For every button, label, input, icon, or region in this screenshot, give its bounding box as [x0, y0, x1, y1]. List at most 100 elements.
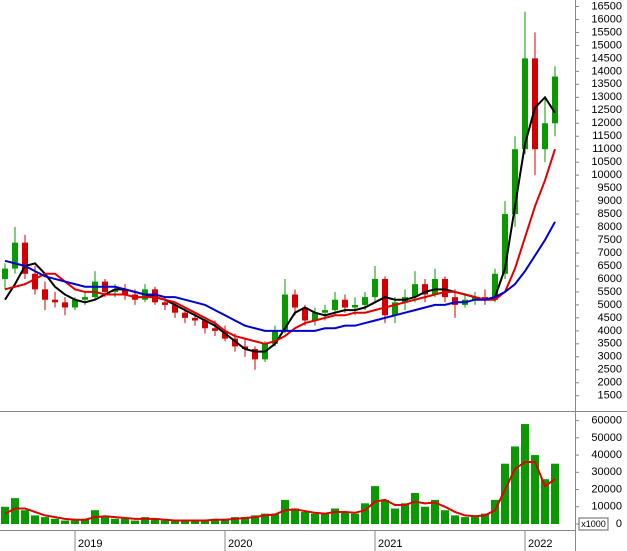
volume-bar	[141, 517, 149, 524]
volume-bar	[521, 424, 529, 524]
candle-body	[422, 284, 428, 295]
candle-body	[552, 76, 558, 124]
y-tick-label: 14500	[591, 52, 622, 64]
candle-body	[312, 312, 318, 321]
y-tick-label: 60000	[591, 415, 622, 427]
candle-body	[352, 304, 358, 308]
candle-body	[62, 302, 68, 308]
y-tick-label: 16000	[591, 13, 622, 25]
y-tick-label: 10500	[591, 156, 622, 168]
x-tick-label: 2019	[78, 538, 102, 550]
volume-bar	[251, 515, 259, 524]
volume-bar	[401, 503, 409, 524]
volume-bar	[11, 498, 19, 524]
volume-bar	[231, 517, 239, 524]
volume-bar	[101, 517, 109, 524]
volume-bar	[301, 511, 309, 524]
y-tick-label: 4000	[598, 325, 622, 337]
candle-body	[212, 328, 218, 331]
volume-bar	[361, 503, 369, 524]
y-tick-label: 50000	[591, 432, 622, 444]
candle-body	[392, 302, 398, 316]
candle-body	[532, 58, 538, 150]
y-tick-label: 7500	[598, 234, 622, 246]
y-tick-label: 9000	[598, 195, 622, 207]
candle-body	[22, 242, 28, 274]
candle-body	[322, 310, 328, 313]
volume-bar	[511, 446, 519, 524]
candle-body	[12, 242, 18, 269]
candle-body	[442, 278, 448, 298]
y-tick-label: 13000	[591, 91, 622, 103]
volume-bar	[131, 520, 139, 524]
volume-bar	[261, 513, 269, 524]
volume-bar	[381, 499, 389, 524]
y-tick-label: 2500	[598, 364, 622, 376]
candle-body	[42, 289, 48, 300]
volume-bar	[291, 508, 299, 524]
volume-bar	[341, 511, 349, 524]
y-tick-label: 0	[616, 518, 622, 530]
x-tick-label: 2021	[378, 538, 402, 550]
y-tick-label: 40000	[591, 449, 622, 461]
volume-bar	[31, 515, 39, 524]
candle-body	[502, 214, 508, 274]
candle-body	[182, 312, 188, 318]
candle-body	[82, 297, 88, 300]
y-tick-label: 15500	[591, 26, 622, 38]
candle-body	[342, 299, 348, 308]
candle-body	[472, 297, 478, 300]
volume-bar	[441, 510, 449, 524]
volume-bar	[121, 518, 129, 524]
candle-body	[202, 320, 208, 329]
y-tick-label: 11000	[592, 143, 622, 155]
candle-body	[112, 289, 118, 292]
volume-bar	[191, 520, 199, 524]
candle-body	[172, 304, 178, 313]
volume-bar	[551, 463, 559, 524]
candle-body	[492, 273, 498, 300]
volume-bar	[271, 513, 279, 524]
y-tick-label: 15000	[591, 39, 622, 51]
candle-body	[92, 281, 98, 298]
volume-bar	[451, 515, 459, 524]
candle-body	[52, 299, 58, 303]
volume-bar	[51, 518, 59, 524]
y-tick-label: 5000	[598, 299, 622, 311]
volume-bar	[331, 508, 339, 524]
volume-bar	[41, 517, 49, 524]
volume-bar	[311, 513, 319, 524]
candle-body	[222, 330, 228, 339]
candle-body	[282, 294, 288, 331]
volume-bar	[481, 513, 489, 524]
y-tick-label: 1500	[598, 390, 622, 402]
volume-bar	[351, 513, 359, 524]
candle-body	[482, 297, 488, 300]
y-tick-label: 10000	[591, 501, 622, 513]
y-tick-label: 7000	[598, 247, 622, 259]
volume-bar	[61, 520, 69, 524]
volume-bar	[241, 517, 249, 524]
y-tick-label: 30000	[591, 466, 622, 478]
moving-average	[4, 221, 556, 332]
volume-bar	[21, 510, 29, 524]
y-tick-label: 2000	[598, 377, 622, 389]
volume-bar	[181, 520, 189, 524]
y-tick-label: 12500	[591, 104, 622, 116]
volume-bar	[391, 508, 399, 524]
volume-bar	[201, 520, 209, 524]
candle-body	[192, 317, 198, 321]
volume-bar	[81, 518, 89, 524]
candle-body	[412, 284, 418, 298]
volume-bar	[151, 518, 159, 524]
y-tick-label: 6500	[598, 260, 622, 272]
candle-body	[272, 330, 278, 344]
candle-body	[32, 273, 38, 290]
volume-bar	[491, 499, 499, 524]
volume-bar	[471, 515, 479, 524]
candle-body	[432, 278, 438, 295]
candle-body	[452, 297, 458, 305]
candle-body	[232, 338, 238, 347]
unit-label: x1000	[581, 519, 606, 529]
